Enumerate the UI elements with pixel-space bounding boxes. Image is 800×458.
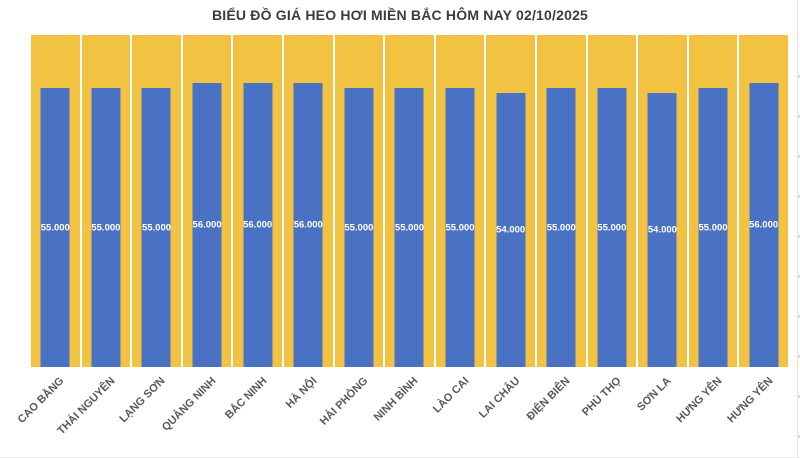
bar-value-label: 54.000 <box>647 224 677 236</box>
bar-column: 55.000 PHÚ THỌ <box>580 35 637 418</box>
bar: 55.000 <box>698 88 728 367</box>
bar-column: 55.000 THÁI NGUYÊN <box>55 35 131 437</box>
plot-area: 55.000 CAO BẰNG 55.000 THÁI NGUYÊN 55.000 LẠN… <box>16 35 788 437</box>
right-edge-tick <box>798 315 800 318</box>
bar-column: 55.000 NINH BÌNH <box>372 35 434 424</box>
x-axis-label: PHÚ THỌ <box>579 375 624 419</box>
bar-value-label: 56.000 <box>192 219 222 231</box>
bar-value-label: 56.000 <box>749 219 779 231</box>
bar-value-label: 55.000 <box>597 222 627 233</box>
bar-column: 55.000 CAO BẰNG <box>16 35 80 426</box>
right-edge-tick <box>798 435 800 438</box>
bar-column: 56.000 HÀ NỘI <box>283 35 333 411</box>
bar-value-label: 56.000 <box>293 219 323 231</box>
bar: 55.000 <box>91 88 120 367</box>
bar-column: 54.000 SƠN LA <box>635 35 687 413</box>
bar-column: 54.000 LAI CHÂU <box>476 35 535 421</box>
x-axis-label: ĐIỆN BIÊN <box>524 375 573 423</box>
right-edge-tick <box>798 155 800 158</box>
right-edge-tick <box>798 355 800 358</box>
bar-value-label: 55.000 <box>91 222 121 233</box>
bar: 55.000 <box>41 88 70 367</box>
bar: 55.000 <box>142 88 171 367</box>
x-axis-label: QUẢNG NINH <box>159 375 219 434</box>
bar: 54.000 <box>648 93 677 367</box>
bar-column: 55.000 LÀO CAI <box>431 35 485 415</box>
x-axis-label: LẠNG SƠN <box>117 375 168 426</box>
bar-value-label: 55.000 <box>445 222 475 233</box>
bar-value-label: 55.000 <box>141 222 172 233</box>
bar: 54.000 <box>496 93 525 367</box>
bar-column: 56.000 HƯNG YÊN <box>725 35 788 425</box>
bar: 55.000 <box>547 88 576 367</box>
bar: 55.000 <box>446 88 475 367</box>
x-axis-label: HƯNG YÊN <box>674 375 725 426</box>
right-edge-tick <box>798 115 800 118</box>
bar-column: 55.000 HƯNG YÊN <box>674 35 738 425</box>
bar: 56.000 <box>243 83 272 367</box>
bar-value-label: 55.000 <box>40 222 70 233</box>
bar-column: 55.000 ĐIỆN BIÊN <box>525 35 586 423</box>
right-edge-tick <box>798 275 800 278</box>
x-axis-label: LÀO CAI <box>431 375 472 416</box>
bar: 55.000 <box>395 88 424 367</box>
chart-title: BIỂU ĐỒ GIÁ HEO HƠI MIỀN BẮC HÔM NAY 02/… <box>211 7 589 23</box>
x-axis-label: BẮC NINH <box>222 375 270 422</box>
bar-value-label: 54.000 <box>496 224 526 236</box>
bar-value-label: 55.000 <box>546 222 576 233</box>
bar: 56.000 <box>193 83 222 367</box>
x-axis-label: SƠN LA <box>635 375 674 414</box>
x-axis-label: HÀ NỘI <box>284 375 320 411</box>
x-axis-label: CAO BẰNG <box>15 375 67 426</box>
bar-value-label: 56.000 <box>243 219 273 231</box>
x-axis-label: NINH BÌNH <box>372 375 421 424</box>
bar-value-label: 55.000 <box>394 222 424 233</box>
right-edge-tick <box>798 75 800 78</box>
x-axis-label: HẢI PHÒNG <box>317 375 371 428</box>
bar-value-label: 55.000 <box>344 222 374 233</box>
right-edge-tick <box>798 195 800 198</box>
x-axis-label: LAI CHÂU <box>476 375 523 421</box>
bar: 56.000 <box>294 83 323 367</box>
bar-column: 56.000 BẮC NINH <box>223 35 282 422</box>
bar: 55.000 <box>344 88 373 367</box>
right-edge-ruler <box>797 0 798 457</box>
right-edge-tick <box>798 395 800 398</box>
bar-column: 56.000 QUẢNG NINH <box>160 35 232 434</box>
bar: 56.000 <box>749 83 778 367</box>
bar-column: 55.000 HẢI PHÒNG <box>318 35 384 428</box>
right-edge-tick <box>798 235 800 238</box>
x-axis-label: HƯNG YÊN <box>724 375 776 426</box>
bar: 55.000 <box>597 88 626 367</box>
bar-column: 55.000 LẠNG SƠN <box>118 35 181 425</box>
bar-value-label: 55.000 <box>698 222 728 233</box>
